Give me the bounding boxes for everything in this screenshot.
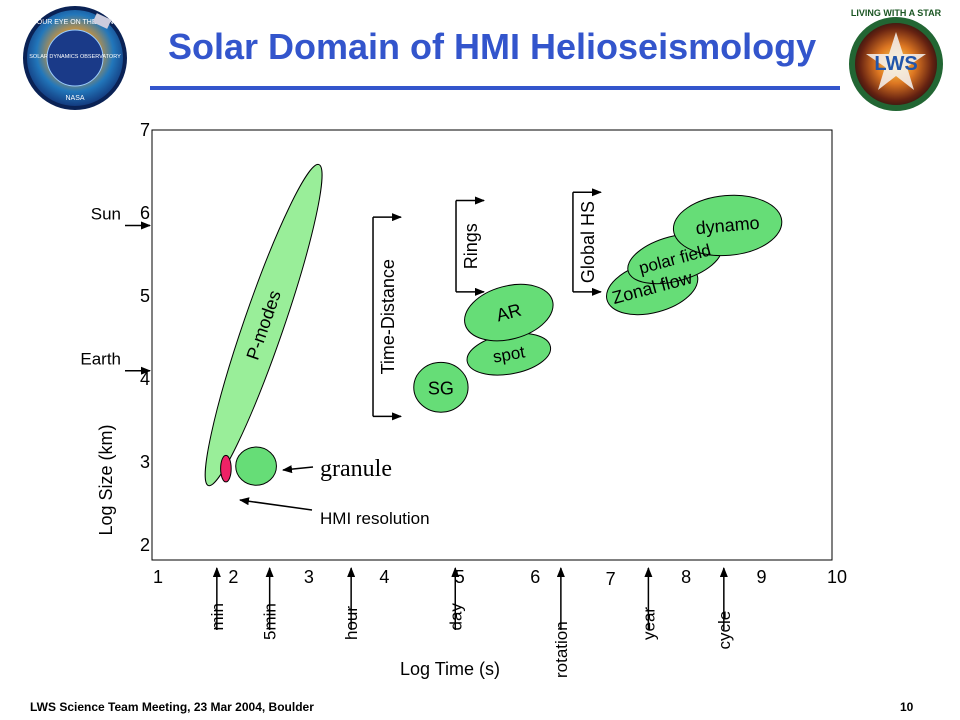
x-tick-label: 1 bbox=[153, 567, 163, 587]
x-axis-label: Log Time (s) bbox=[400, 659, 500, 679]
region-label: granule bbox=[320, 456, 392, 482]
time-marker-label: rotation bbox=[552, 621, 571, 678]
y-tick-label: 7 bbox=[140, 120, 150, 140]
lws-logo-center-text: LWS bbox=[874, 53, 917, 75]
time-marker-label: cycle bbox=[715, 611, 734, 650]
x-tick-label: 3 bbox=[304, 567, 314, 587]
region-ellipse bbox=[464, 283, 554, 342]
lws-logo-arc-text: LIVING WITH A STAR bbox=[851, 8, 942, 18]
region-label: HMI resolution bbox=[320, 509, 430, 528]
y-axis-label: Log Size (km) bbox=[96, 424, 116, 535]
footer-meeting-text: LWS Science Team Meeting, 23 Mar 2004, B… bbox=[30, 700, 314, 714]
x-tick-label: 5 bbox=[455, 567, 465, 587]
y-tick-label: 4 bbox=[140, 369, 150, 389]
y-tick-label: 3 bbox=[140, 452, 150, 472]
method-range-label: Rings bbox=[461, 223, 481, 269]
x-tick-label: 10 bbox=[827, 567, 847, 587]
sdo-logo-arc-text: OUR EYE ON THE SUN bbox=[37, 19, 114, 26]
time-marker-label: min bbox=[208, 603, 227, 630]
region-ellipse bbox=[220, 454, 232, 483]
title-rule bbox=[150, 86, 840, 90]
y-tick-label: 2 bbox=[140, 535, 150, 555]
x-tick-label: 6 bbox=[530, 567, 540, 587]
sdo-logo-bottom-text: NASA bbox=[65, 95, 84, 102]
living-with-a-star-logo: LIVING WITH A STAR LWS bbox=[840, 2, 952, 122]
time-marker-label: 5min bbox=[261, 603, 280, 640]
size-marker-label: Sun bbox=[91, 204, 121, 223]
granule-arrow bbox=[282, 465, 314, 474]
hmi-resolution-arrow bbox=[239, 497, 313, 511]
x-tick-label: 9 bbox=[757, 567, 767, 587]
region-ellipse bbox=[672, 194, 783, 257]
time-marker-label: day bbox=[446, 603, 465, 631]
method-range-label: Time-Distance bbox=[378, 259, 398, 374]
region-ellipse bbox=[235, 446, 277, 486]
y-tick-label: 5 bbox=[140, 286, 150, 306]
region-ellipse bbox=[204, 163, 323, 487]
x-tick-label: 7 bbox=[606, 569, 616, 589]
solar-dynamics-observatory-logo: OUR EYE ON THE SUN SOLAR DYNAMICS OBSERV… bbox=[14, 4, 136, 116]
sdo-logo-center-text: SOLAR DYNAMICS OBSERVATORY bbox=[29, 54, 121, 60]
x-tick-label: 2 bbox=[228, 567, 238, 587]
y-tick-label: 6 bbox=[140, 203, 150, 223]
size-marker-label: Earth bbox=[80, 350, 121, 369]
method-range-label: Global HS bbox=[578, 201, 598, 283]
slide-title: Solar Domain of HMI Helioseismology bbox=[168, 26, 817, 67]
x-tick-label: 8 bbox=[681, 567, 691, 587]
x-tick-label: 4 bbox=[379, 567, 389, 587]
page-number: 10 bbox=[900, 700, 914, 714]
region-label: SG bbox=[428, 378, 454, 398]
region-ellipse bbox=[413, 361, 469, 413]
time-marker-label: year bbox=[639, 607, 658, 640]
time-marker-label: hour bbox=[342, 606, 361, 640]
